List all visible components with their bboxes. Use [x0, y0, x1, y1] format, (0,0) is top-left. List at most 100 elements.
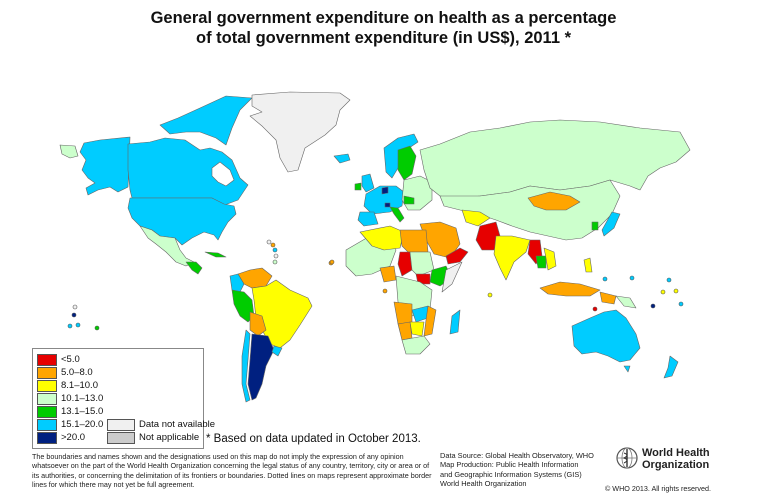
island-marker[interactable]	[382, 288, 388, 294]
island-marker[interactable]	[592, 306, 598, 312]
country-india[interactable]	[493, 235, 531, 281]
country-chile[interactable]	[241, 329, 251, 403]
country-south-africa[interactable]	[401, 335, 431, 355]
country-japan[interactable]	[601, 211, 621, 237]
country-uruguay[interactable]	[271, 345, 283, 357]
country-algeria-libya[interactable]	[359, 225, 405, 251]
data-update-note: * Based on data updated in October 2013.	[206, 433, 421, 445]
country-angola[interactable]	[393, 301, 413, 325]
country-egypt-libya[interactable]	[399, 229, 429, 253]
country-ecuador-colombia-west[interactable]	[229, 273, 245, 293]
legend-swatch	[107, 432, 135, 444]
country-namibia[interactable]	[397, 321, 413, 341]
country-west-papua[interactable]	[599, 291, 617, 305]
country-bolivia[interactable]	[249, 311, 267, 337]
country-vietnam-laos[interactable]	[543, 247, 557, 271]
island-marker[interactable]	[270, 242, 276, 248]
country-botswana[interactable]	[409, 321, 425, 337]
country-poland-balkans[interactable]	[403, 195, 415, 205]
country-central-america[interactable]	[185, 261, 203, 275]
island-marker[interactable]	[487, 292, 493, 298]
island-marker[interactable]	[650, 303, 656, 309]
island-marker[interactable]	[67, 323, 73, 329]
country-italy[interactable]	[389, 206, 405, 223]
country-kazakhstan-uzbek[interactable]	[461, 209, 491, 227]
country-usa[interactable]	[127, 197, 237, 246]
hudson-bay	[211, 161, 235, 187]
island-marker[interactable]	[329, 259, 335, 265]
island-marker[interactable]	[602, 276, 608, 282]
legend-swatch	[37, 393, 57, 405]
country-indonesia[interactable]	[539, 281, 601, 297]
country-sweden-finland[interactable]	[397, 145, 417, 181]
title-line-2: of total government expenditure (in US$)…	[196, 29, 571, 47]
legend-swatch	[37, 380, 57, 392]
island-marker[interactable]	[666, 277, 672, 283]
country-afghanistan-pakistan[interactable]	[475, 221, 501, 251]
island-marker[interactable]	[272, 259, 278, 265]
small-island-states	[67, 239, 684, 331]
country-iceland[interactable]	[333, 153, 351, 164]
country-chad[interactable]	[397, 251, 413, 277]
island-marker[interactable]	[673, 288, 679, 294]
island-marker[interactable]	[266, 239, 272, 245]
country-mozambique[interactable]	[423, 305, 437, 337]
country-yemen-oman[interactable]	[445, 247, 469, 265]
island-marker[interactable]	[678, 301, 684, 307]
country-greenland[interactable]	[249, 91, 351, 173]
country-somalia[interactable]	[441, 261, 463, 293]
country-thailand[interactable]	[535, 255, 547, 269]
legend: <5.0 5.0–8.0 8.1–10.0 10.1–13.0 13.1–15.…	[32, 348, 215, 449]
island-marker[interactable]	[94, 325, 100, 331]
country-korea[interactable]	[591, 221, 599, 231]
country-iberia[interactable]	[357, 211, 379, 227]
country-colombia-venezuela[interactable]	[237, 267, 273, 289]
country-russia[interactable]	[419, 119, 691, 199]
legend-swatch	[107, 419, 135, 431]
country-nigeria[interactable]	[379, 265, 397, 283]
country-switzerland[interactable]	[384, 202, 391, 208]
region-south-america	[229, 267, 313, 403]
country-uk[interactable]	[361, 173, 375, 193]
island-marker[interactable]	[273, 253, 279, 259]
country-png[interactable]	[615, 295, 637, 309]
region-oceania	[571, 309, 679, 379]
country-chukotka-west[interactable]	[59, 144, 79, 159]
island-marker[interactable]	[629, 275, 635, 281]
legend-swatch	[37, 406, 57, 418]
country-western-europe[interactable]	[363, 185, 405, 215]
who-emblem-icon	[616, 447, 638, 469]
country-ireland[interactable]	[354, 182, 362, 191]
country-cuba[interactable]	[204, 251, 227, 258]
data-source: Data Source: Global Health Observatory, …	[440, 451, 594, 488]
region-europe	[354, 133, 433, 227]
island-marker[interactable]	[72, 304, 78, 310]
legend-swatch	[37, 367, 57, 379]
title-line-1: General government expenditure on health…	[150, 9, 617, 27]
island-marker[interactable]	[272, 247, 278, 253]
country-new-zealand[interactable]	[663, 355, 679, 379]
country-alaska[interactable]	[79, 136, 131, 196]
island-marker[interactable]	[75, 322, 81, 328]
legend-swatch	[37, 432, 57, 444]
country-madagascar[interactable]	[449, 309, 461, 335]
canada-islands[interactable]	[159, 95, 253, 146]
country-netherlands[interactable]	[381, 186, 389, 195]
island-marker[interactable]	[660, 289, 666, 295]
region-africa	[345, 225, 463, 355]
country-tasmania[interactable]	[623, 365, 631, 373]
island-marker[interactable]	[71, 312, 77, 318]
copyright-notice: © WHO 2013. All rights reserved.	[605, 484, 711, 493]
who-logo: World Health Organization	[615, 445, 715, 475]
legend-swatch	[37, 419, 57, 431]
country-australia[interactable]	[571, 309, 641, 363]
country-philippines[interactable]	[583, 257, 593, 273]
country-south-sudan[interactable]	[415, 273, 431, 285]
disclaimer-text: The boundaries and names shown and the d…	[32, 452, 432, 489]
region-north-america	[59, 91, 351, 275]
country-argentina[interactable]	[247, 333, 275, 401]
world-map	[59, 91, 691, 403]
country-mongolia[interactable]	[527, 191, 581, 211]
map-title: General government expenditure on health…	[0, 8, 767, 48]
country-sudan[interactable]	[409, 251, 435, 277]
